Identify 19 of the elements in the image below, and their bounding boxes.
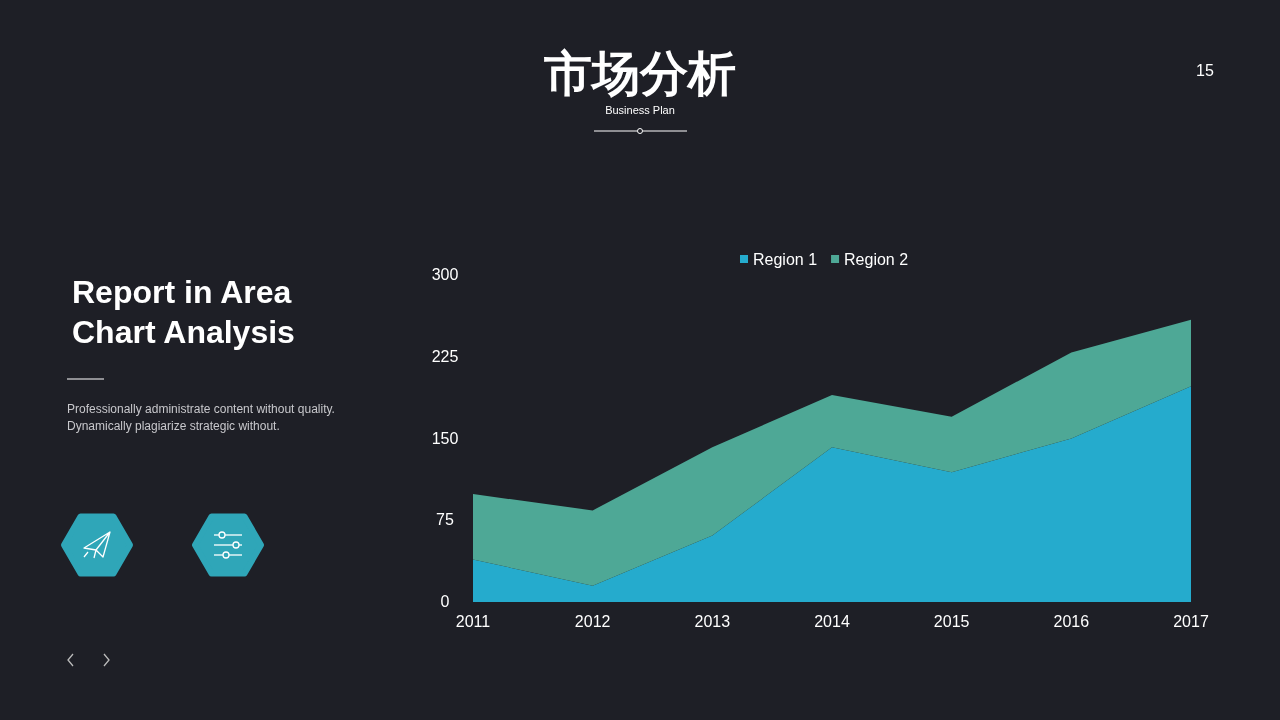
- chart-subtitle: Business Plan: [604, 104, 676, 116]
- text: 15: [1195, 62, 1215, 80]
- y-tick-label: 150: [431, 429, 459, 447]
- y-tick-label: 225: [431, 347, 459, 365]
- y-tick-label: 300: [431, 266, 459, 283]
- chart-title: 市场分析: [544, 47, 736, 100]
- y-tick-label: 75: [436, 511, 454, 529]
- x-tick-label: 2015: [933, 613, 970, 630]
- legend-label: Region 2: [844, 251, 909, 268]
- x-tick-label: 2014: [814, 613, 850, 630]
- text: Report in Area Chart Analysis: [72, 273, 296, 352]
- x-tick-label: 2016: [1053, 613, 1090, 630]
- text: Professionally administrate content without quality. Dynamically plagiarize strategic without.: [67, 401, 336, 435]
- x-tick-label: 2012: [574, 613, 611, 630]
- x-tick-label: 2013: [694, 613, 731, 630]
- legend-label: Region 1: [753, 251, 818, 268]
- x-tick-label: 2011: [455, 613, 491, 630]
- y-tick-label: 0: [440, 593, 450, 610]
- x-tick-label: 2017: [1173, 613, 1209, 630]
